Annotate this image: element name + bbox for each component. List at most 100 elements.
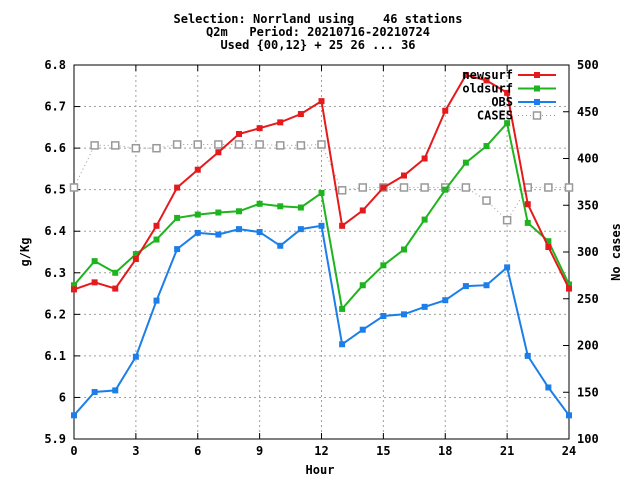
y2-tick-label: 500 bbox=[577, 58, 599, 72]
y2-tick-label: 350 bbox=[577, 198, 599, 212]
x-tick-label: 21 bbox=[500, 444, 514, 458]
x-tick-label: 12 bbox=[314, 444, 328, 458]
data-point bbox=[461, 183, 471, 192]
data-point bbox=[71, 286, 77, 293]
data-point bbox=[421, 303, 428, 310]
data-point bbox=[442, 186, 449, 193]
data-point bbox=[236, 130, 242, 137]
data-point bbox=[153, 297, 160, 304]
data-point bbox=[502, 215, 512, 225]
x-tick-label: 24 bbox=[562, 444, 576, 458]
x-tick-label: 6 bbox=[194, 444, 201, 458]
data-point bbox=[482, 196, 491, 205]
data-point bbox=[297, 204, 304, 211]
legend-entry-newsurf: newsurf bbox=[462, 68, 556, 82]
data-point bbox=[462, 159, 469, 166]
series-obs bbox=[71, 222, 572, 419]
data-point bbox=[111, 141, 120, 150]
data-point bbox=[91, 279, 98, 286]
data-point bbox=[277, 242, 284, 249]
x-tick-label: 9 bbox=[256, 444, 263, 458]
data-point bbox=[71, 412, 77, 419]
data-point bbox=[71, 282, 77, 289]
legend-entry-obs: OBS bbox=[491, 95, 556, 109]
data-point bbox=[132, 251, 139, 258]
data-point bbox=[153, 236, 160, 243]
series bbox=[69, 71, 574, 419]
data-point bbox=[524, 219, 531, 226]
data-point bbox=[504, 264, 511, 271]
data-point bbox=[318, 189, 325, 196]
y-tick-label: 5.9 bbox=[44, 432, 66, 446]
data-point bbox=[153, 222, 160, 229]
data-point bbox=[483, 143, 490, 150]
data-point bbox=[255, 140, 264, 149]
x-tick-label: 18 bbox=[438, 444, 452, 458]
x-tick-label: 0 bbox=[70, 444, 77, 458]
y-tick-label: 6.8 bbox=[44, 58, 66, 72]
data-point bbox=[524, 201, 531, 208]
data-point bbox=[545, 238, 552, 245]
data-point bbox=[174, 184, 181, 191]
data-point bbox=[337, 186, 347, 195]
y-tick-label: 6.6 bbox=[44, 141, 66, 155]
series-oldsurf bbox=[71, 120, 572, 312]
y2-tick-label: 300 bbox=[577, 245, 599, 259]
data-point bbox=[421, 155, 428, 162]
data-point bbox=[69, 183, 79, 192]
data-point bbox=[194, 211, 201, 218]
y2-tick-label: 100 bbox=[577, 432, 599, 446]
y-axis-label: g/Kg bbox=[18, 238, 32, 267]
data-point bbox=[359, 207, 366, 214]
y2-tick-label: 450 bbox=[577, 105, 599, 119]
data-point bbox=[112, 387, 119, 394]
axis-ticks: 0 3 6 9 12 15 18 21 24 5.9 6 6.1 6.2 6.3 6.4 6.5 6.6 6.7 6… bbox=[44, 58, 598, 458]
data-point bbox=[339, 305, 346, 312]
data-point bbox=[504, 89, 511, 96]
title-line-2: Q2m Period: 20210716-20210724 bbox=[206, 25, 430, 39]
title-line-1: Selection: Norrland using 46 stations bbox=[174, 12, 463, 26]
data-point bbox=[318, 222, 325, 229]
data-point bbox=[524, 352, 531, 359]
data-point bbox=[131, 143, 141, 153]
data-point bbox=[401, 172, 407, 179]
legend-label: newsurf bbox=[462, 68, 513, 82]
legend-label: OBS bbox=[491, 95, 513, 109]
grid bbox=[74, 65, 569, 439]
data-point bbox=[194, 166, 201, 173]
y2-axis-label: No cases bbox=[609, 223, 623, 281]
y2-tick-label: 200 bbox=[577, 339, 599, 353]
data-point bbox=[420, 183, 429, 192]
x-axis-label: Hour bbox=[306, 463, 335, 477]
data-point bbox=[91, 389, 98, 396]
data-point bbox=[380, 262, 387, 269]
y-tick-label: 6.1 bbox=[44, 349, 66, 363]
data-point bbox=[112, 285, 119, 292]
data-point bbox=[215, 209, 222, 216]
data-point bbox=[358, 183, 367, 192]
data-point bbox=[174, 246, 181, 253]
data-point bbox=[566, 412, 572, 419]
data-point bbox=[214, 140, 223, 149]
legend-swatch-marker bbox=[534, 99, 540, 105]
data-point bbox=[339, 341, 346, 348]
data-point bbox=[401, 311, 407, 318]
legend-entry-oldsurf: oldsurf bbox=[462, 82, 556, 96]
y-tick-label: 6.5 bbox=[44, 183, 66, 197]
data-point bbox=[545, 244, 552, 251]
data-point bbox=[215, 231, 222, 238]
data-point bbox=[339, 222, 346, 229]
data-point bbox=[193, 140, 202, 149]
data-point bbox=[277, 203, 284, 210]
series-newsurf bbox=[71, 71, 572, 293]
data-point bbox=[112, 269, 119, 276]
data-point bbox=[442, 297, 449, 304]
data-point bbox=[277, 119, 284, 126]
data-point bbox=[504, 120, 511, 127]
data-point bbox=[564, 183, 574, 192]
data-point bbox=[399, 183, 409, 192]
data-point bbox=[91, 258, 98, 265]
legend-label: oldsurf bbox=[462, 82, 513, 96]
